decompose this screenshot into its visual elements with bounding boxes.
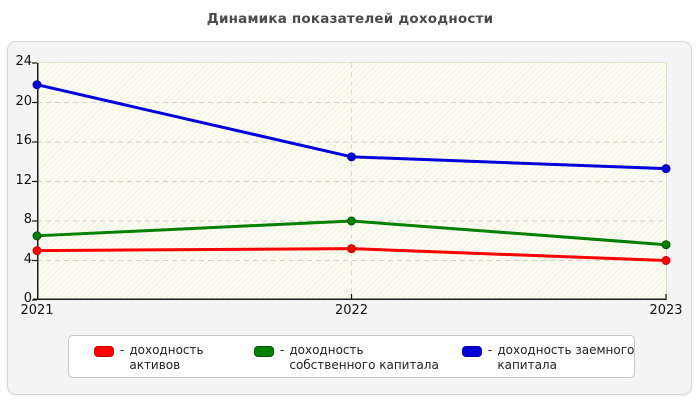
line-chart — [32, 62, 671, 301]
legend-swatch-red — [94, 346, 114, 357]
legend-item-debt: - доходность заемного капитала — [462, 343, 635, 373]
legend-item-equity: - доходность собственного капитала — [254, 343, 462, 373]
plot-area — [32, 62, 671, 301]
y-tick-label: 24 — [15, 54, 32, 69]
legend-label-assets: доходность активов — [129, 343, 204, 372]
x-tick-label: 2022 — [334, 303, 369, 318]
x-tick-label: 2023 — [649, 303, 683, 318]
legend-swatch-green — [254, 346, 274, 357]
chart-title: Динамика показателей доходности — [206, 11, 494, 27]
y-tick-label: 16 — [15, 133, 32, 148]
y-tick-label: 20 — [15, 93, 32, 109]
y-tick-label: 4 — [23, 251, 32, 267]
legend-separator: - — [280, 343, 285, 357]
legend-item-assets: - доходность активов — [94, 343, 254, 373]
legend-label-debt: доходность заемного капитала — [497, 343, 635, 372]
legend-swatch-blue — [462, 346, 482, 357]
legend-separator: - — [120, 343, 125, 357]
legend: - доходность активов - доходность собств… — [68, 335, 635, 378]
y-tick-label: 0 — [23, 291, 32, 306]
legend-label-equity: доходность собственного капитала — [289, 343, 439, 372]
y-tick-label: 12 — [15, 172, 32, 188]
x-tick-label: 2021 — [20, 303, 54, 318]
legend-separator: - — [488, 343, 493, 357]
y-tick-label: 8 — [23, 212, 32, 227]
